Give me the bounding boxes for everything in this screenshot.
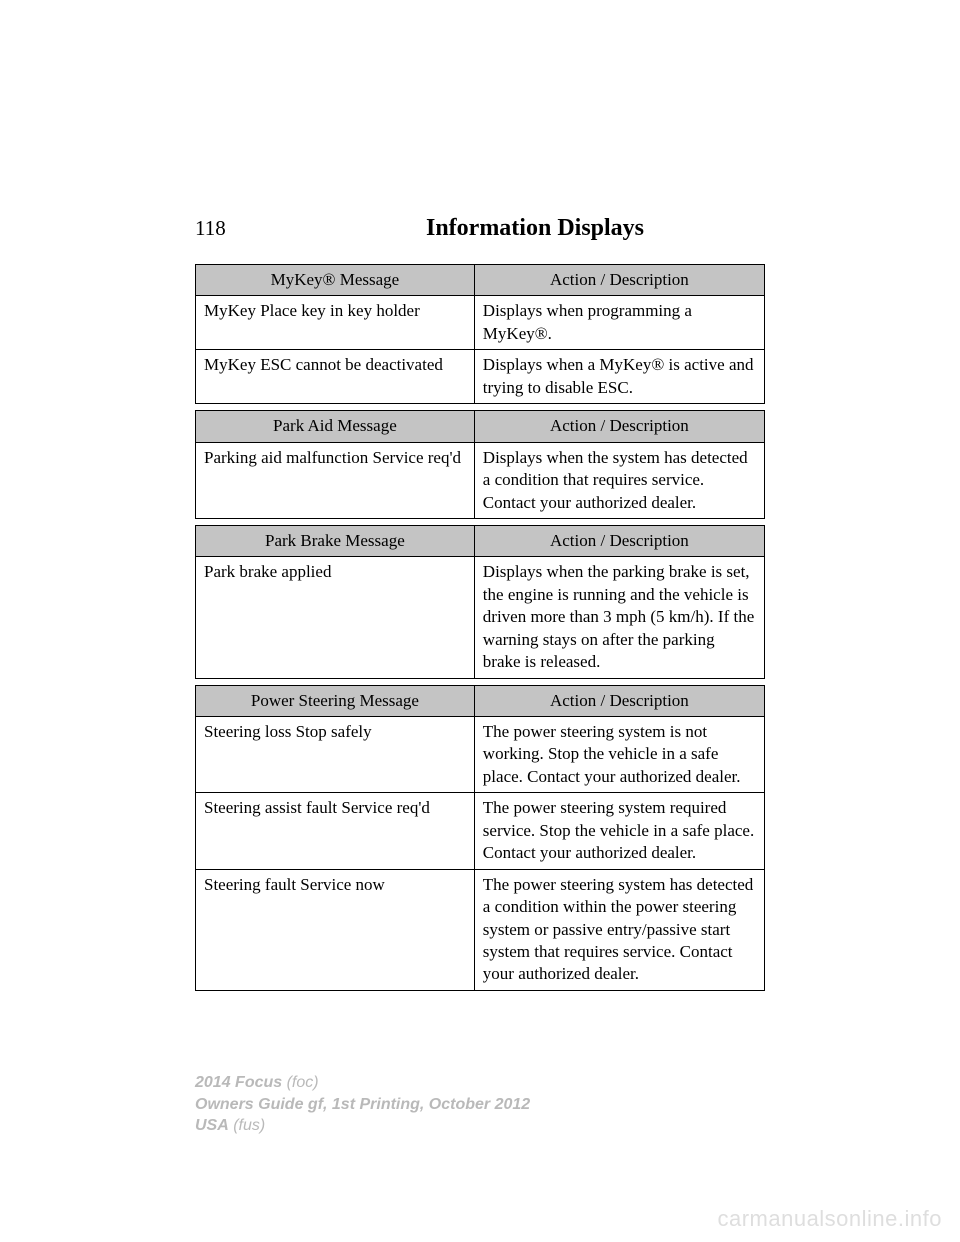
cell-message: Park brake applied	[196, 557, 475, 678]
col-header-message: MyKey® Message	[196, 265, 475, 296]
page-header: 118 Information Displays	[195, 215, 765, 242]
table-row: Steering assist fault Service req'd The …	[196, 793, 765, 869]
table-header-row: Park Aid Message Action / Description	[196, 411, 765, 442]
col-header-action: Action / Description	[474, 411, 764, 442]
footer-line-3: USA (fus)	[195, 1115, 530, 1137]
cell-description: Displays when a MyKey® is active and try…	[474, 350, 764, 404]
cell-message: Steering fault Service now	[196, 869, 475, 990]
footer-region: USA	[195, 1117, 229, 1134]
table-row: MyKey Place key in key holder Displays w…	[196, 296, 765, 350]
page-content: 118 Information Displays MyKey® Message …	[195, 215, 765, 997]
cell-description: Displays when the system has detected a …	[474, 442, 764, 518]
powersteering-table: Power Steering Message Action / Descript…	[195, 685, 765, 991]
footer-model: 2014 Focus	[195, 1074, 282, 1091]
mykey-table: MyKey® Message Action / Description MyKe…	[195, 264, 765, 404]
cell-description: The power steering system has detected a…	[474, 869, 764, 990]
table-header-row: Park Brake Message Action / Description	[196, 525, 765, 556]
col-header-message: Power Steering Message	[196, 685, 475, 716]
table-row: Steering loss Stop safely The power stee…	[196, 717, 765, 793]
parkbrake-table: Park Brake Message Action / Description …	[195, 525, 765, 679]
cell-description: The power steering system required servi…	[474, 793, 764, 869]
footer-line-2: Owners Guide gf, 1st Printing, October 2…	[195, 1094, 530, 1116]
cell-message: MyKey Place key in key holder	[196, 296, 475, 350]
cell-description: Displays when programming a MyKey®.	[474, 296, 764, 350]
table-header-row: Power Steering Message Action / Descript…	[196, 685, 765, 716]
cell-message: Parking aid malfunction Service req'd	[196, 442, 475, 518]
cell-message: Steering assist fault Service req'd	[196, 793, 475, 869]
col-header-message: Park Brake Message	[196, 525, 475, 556]
table-row: Parking aid malfunction Service req'd Di…	[196, 442, 765, 518]
table-row: Steering fault Service now The power ste…	[196, 869, 765, 990]
table-row: MyKey ESC cannot be deactivated Displays…	[196, 350, 765, 404]
page-footer: 2014 Focus (foc) Owners Guide gf, 1st Pr…	[195, 1072, 530, 1137]
cell-description: Displays when the parking brake is set, …	[474, 557, 764, 678]
table-header-row: MyKey® Message Action / Description	[196, 265, 765, 296]
col-header-action: Action / Description	[474, 265, 764, 296]
watermark: carmanualsonline.info	[717, 1206, 942, 1232]
col-header-message: Park Aid Message	[196, 411, 475, 442]
cell-description: The power steering system is not working…	[474, 717, 764, 793]
footer-line-1: 2014 Focus (foc)	[195, 1072, 530, 1094]
cell-message: MyKey ESC cannot be deactivated	[196, 350, 475, 404]
col-header-action: Action / Description	[474, 525, 764, 556]
cell-message: Steering loss Stop safely	[196, 717, 475, 793]
col-header-action: Action / Description	[474, 685, 764, 716]
table-row: Park brake applied Displays when the par…	[196, 557, 765, 678]
footer-code: (foc)	[282, 1074, 318, 1091]
footer-region-code: (fus)	[229, 1117, 265, 1134]
page-title: Information Displays	[305, 215, 765, 242]
parkaid-table: Park Aid Message Action / Description Pa…	[195, 410, 765, 519]
